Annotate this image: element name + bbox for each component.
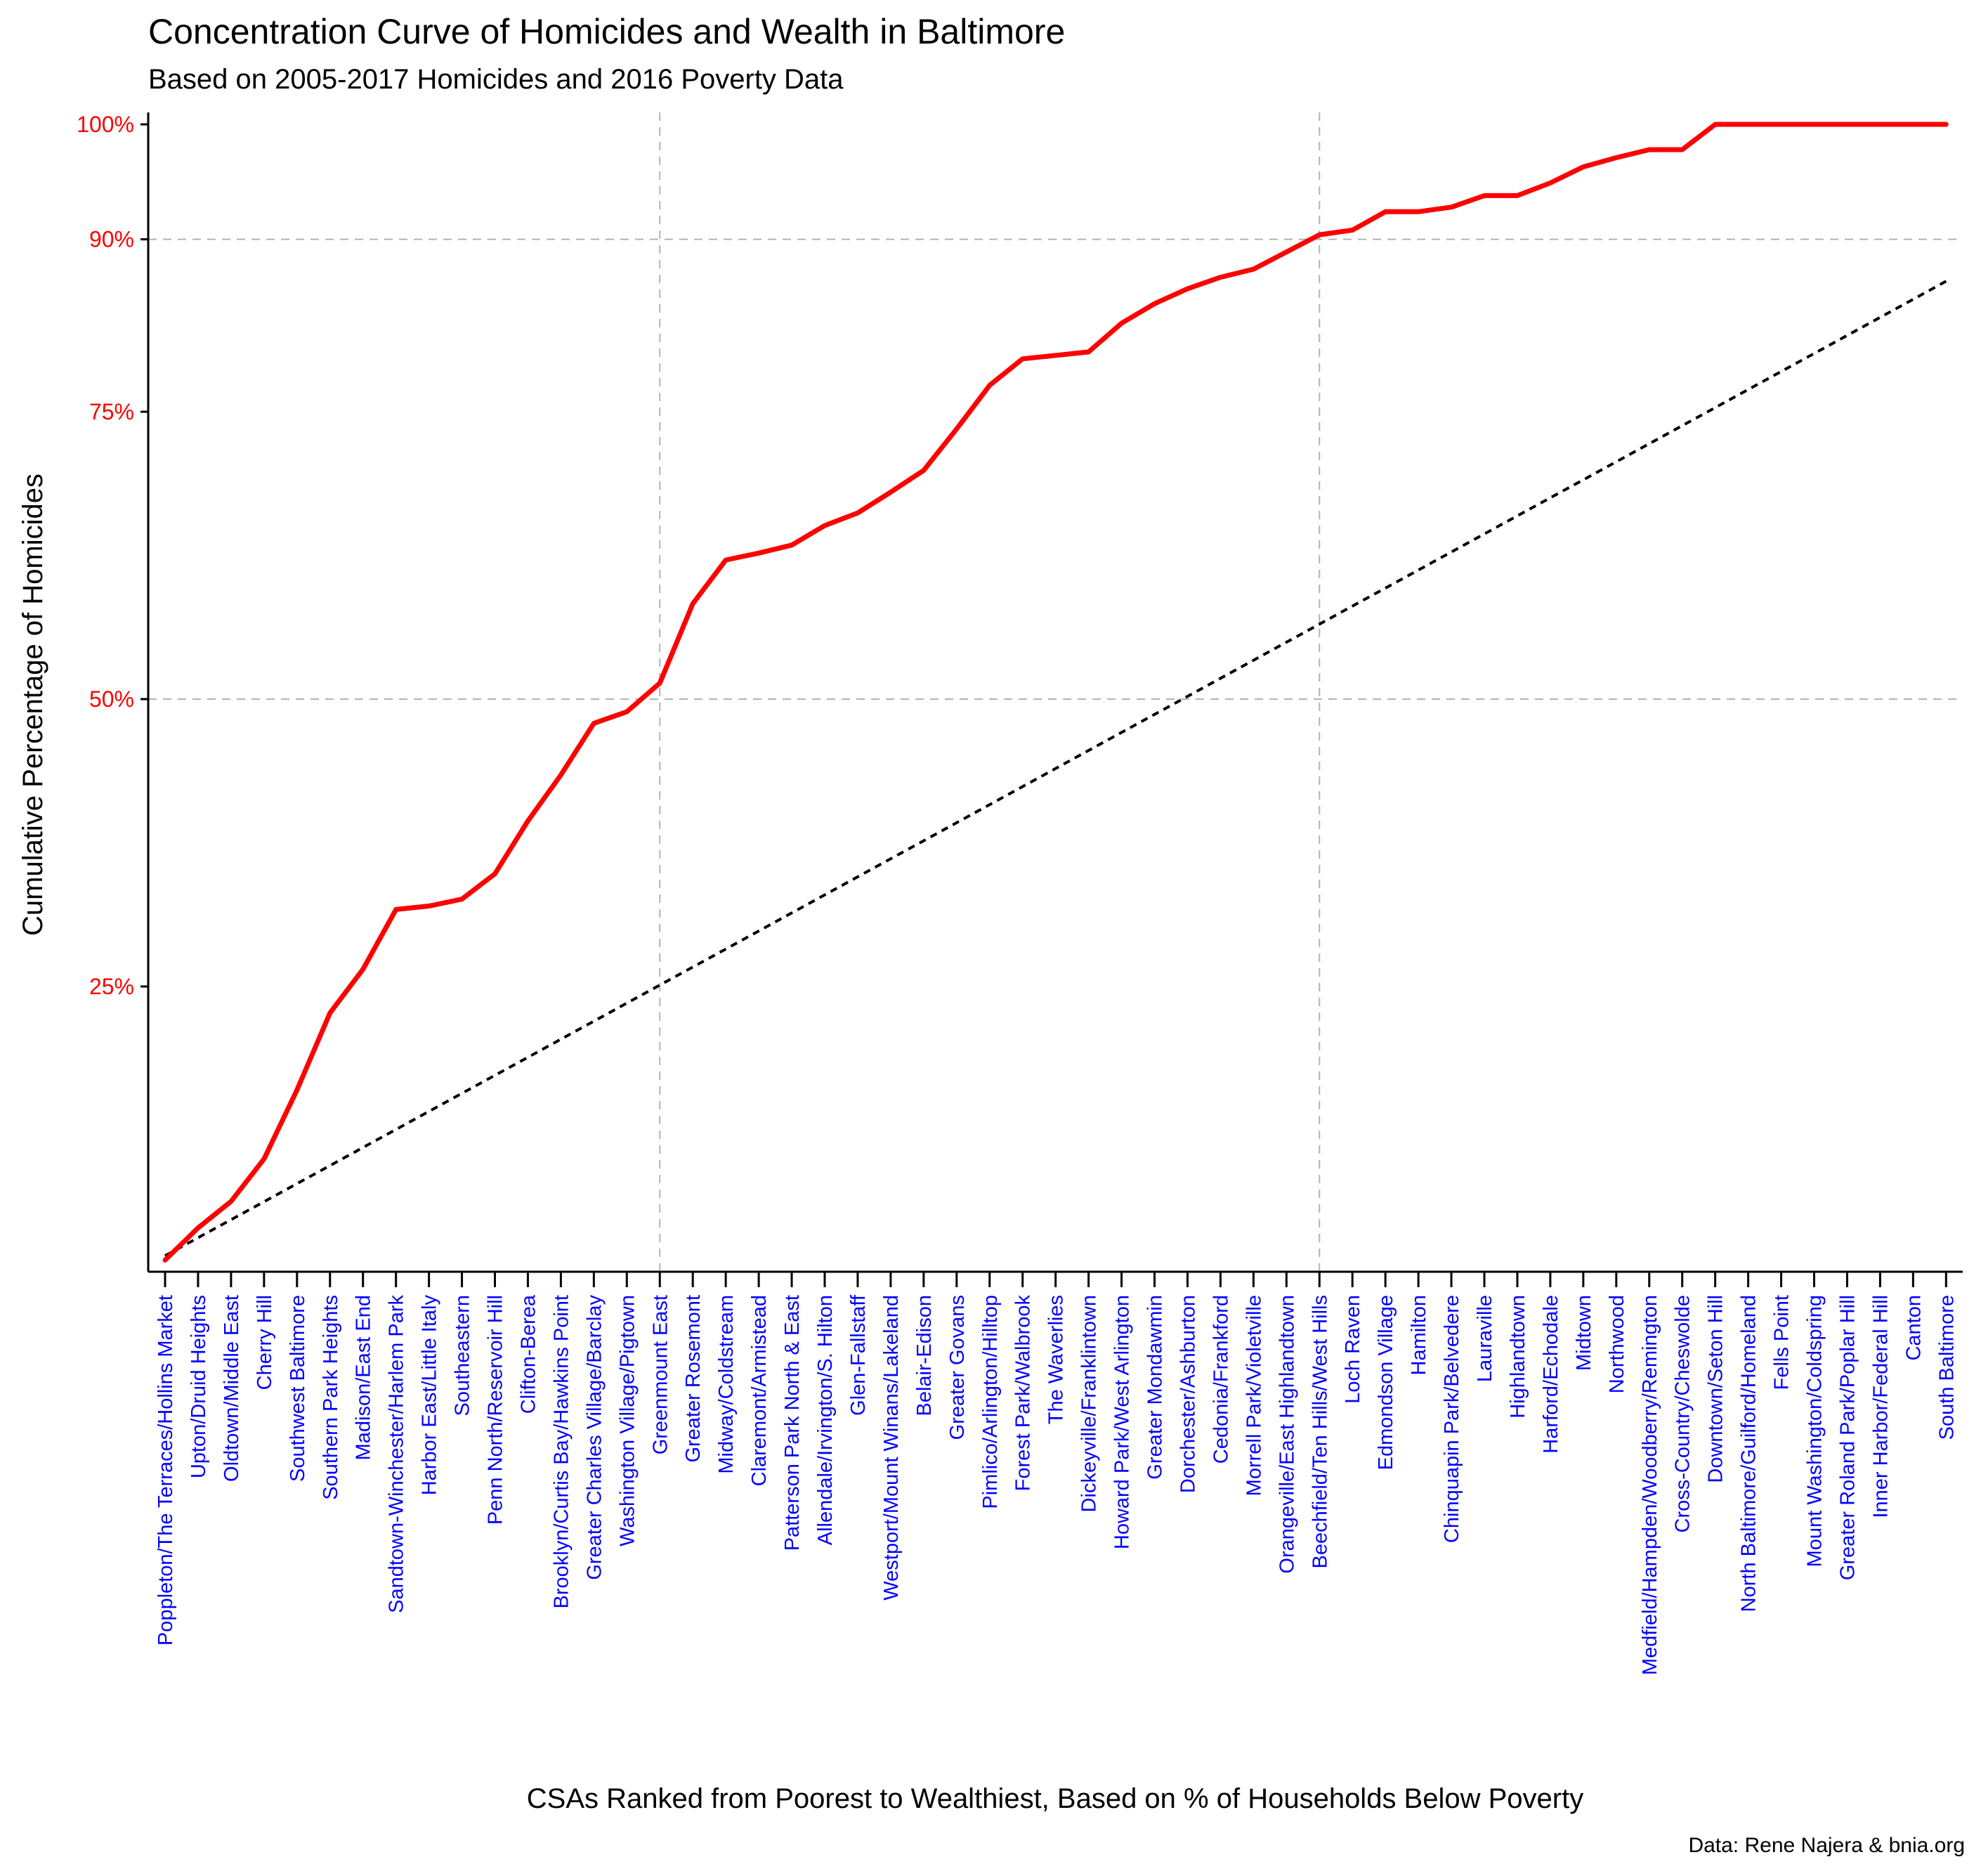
x-tick-label: Sandtown-Winchester/Harlem Park — [386, 1295, 408, 1613]
y-tick-label: 90% — [89, 227, 134, 252]
x-tick-label: Dorchester/Ashburton — [1177, 1295, 1200, 1493]
x-tick-label: Washington Village/Pigtown — [616, 1295, 639, 1546]
x-tick-label: The Waverlies — [1045, 1295, 1068, 1424]
y-tick-label: 75% — [89, 399, 134, 424]
y-axis-label: Cumulative Percentage of Homicides — [18, 474, 48, 936]
x-tick-label: Cedonia/Frankford — [1210, 1295, 1232, 1464]
x-tick-label: Greater Govans — [946, 1295, 969, 1440]
homicide-concentration-curve — [162, 122, 1949, 1263]
x-tick-label: Cross-Country/Cheswolde — [1672, 1295, 1694, 1532]
x-tick-label: Inner Harbor/Federal Hill — [1869, 1295, 1892, 1518]
x-tick-label: Cherry Hill — [254, 1295, 276, 1390]
x-tick-label: Harbor East/Little Italy — [419, 1295, 441, 1496]
axes — [147, 112, 1963, 1273]
x-tick-label: Westport/Mount Winans/Lakeland — [880, 1295, 903, 1601]
x-tick-label: Poppleton/The Terraces/Hollins Market — [155, 1295, 177, 1646]
x-tick-label: Chinquapin Park/Belvedere — [1441, 1295, 1463, 1543]
y-tick-label: 100% — [77, 112, 134, 137]
x-tick-label: Beechfield/Ten Hills/West Hills — [1309, 1295, 1331, 1569]
x-tick-label: Medfield/Hampden/Woodberry/Remington — [1639, 1295, 1661, 1675]
x-tick-label: Northwood — [1606, 1295, 1628, 1393]
x-tick-label: Madison/East End — [353, 1295, 375, 1460]
x-tick-label: Orangeville/East Highlandtown — [1276, 1295, 1298, 1574]
x-tick-label: Greenmount East — [649, 1295, 672, 1454]
x-tick-label: Mount Washington/Coldspring — [1804, 1295, 1826, 1567]
x-tick-label: Clifton-Berea — [518, 1294, 540, 1414]
x-tick-label: Upton/Druid Heights — [188, 1295, 210, 1478]
x-tick-label: Southwest Baltimore — [287, 1295, 309, 1482]
x-tick-label: Allendale/Irvington/S. Hilton — [814, 1295, 837, 1545]
x-axis-label: CSAs Ranked from Poorest to Wealthiest, … — [527, 1783, 1583, 1814]
x-tick-label: Loch Raven — [1342, 1295, 1364, 1404]
equality-line — [164, 280, 1947, 1258]
y-tick-label: 50% — [89, 686, 134, 712]
x-tick-label: Howard Park/West Arlington — [1111, 1295, 1134, 1549]
x-tick-label: Pimlico/Arlington/Hilltop — [979, 1295, 1002, 1509]
x-tick-label: North Baltimore/Guilford/Homeland — [1738, 1295, 1760, 1612]
concentration-curve-layer — [162, 122, 1949, 1263]
x-tick-label: Greater Roland Park/Poplar Hill — [1837, 1295, 1859, 1580]
chart-subtitle: Based on 2005-2017 Homicides and 2016 Po… — [148, 64, 844, 95]
x-tick-label: Greater Mondawmin — [1144, 1295, 1167, 1480]
data-source-caption: Data: Rene Najera & bnia.org — [1688, 1834, 1965, 1857]
x-tick-label: South Baltimore — [1935, 1295, 1958, 1440]
x-tick-label: Highlandtown — [1507, 1295, 1529, 1419]
x-tick-label: Midtown — [1573, 1295, 1595, 1371]
x-tick-label: Greater Charles Village/Barclay — [583, 1295, 606, 1580]
x-tick-label: Midway/Coldstream — [715, 1295, 738, 1474]
chart-title: Concentration Curve of Homicides and Wea… — [148, 12, 1065, 51]
x-tick-label: Belair-Edison — [913, 1295, 936, 1416]
x-tick-label: Southeastern — [452, 1295, 474, 1416]
x-tick-label: Oldtown/Middle East — [221, 1295, 243, 1482]
x-tick-label: Morrell Park/Violetville — [1243, 1295, 1265, 1496]
x-tick-label: Glen-Fallstaff — [847, 1294, 870, 1416]
x-tick-label: Dickeyville/Franklintown — [1078, 1295, 1101, 1512]
y-tick-label: 25% — [89, 974, 134, 999]
y-tick-labels: 25% 50% 75% 90% 100% — [77, 112, 148, 999]
x-tick-label: Harford/Echodale — [1540, 1295, 1562, 1454]
equality-line-layer — [164, 280, 1947, 1258]
x-tick-label: Lauraville — [1474, 1295, 1496, 1382]
x-tick-label: Downtown/Seton Hill — [1705, 1295, 1727, 1483]
x-tick-label: Claremont/Armistead — [748, 1295, 771, 1486]
x-tick-label: Greater Rosemont — [682, 1295, 705, 1463]
x-tick-label: Southern Park Heights — [320, 1295, 342, 1500]
x-tick-label: Patterson Park North & East — [781, 1295, 804, 1551]
x-tick-label: Edmondson Village — [1375, 1295, 1397, 1470]
x-tick-label: Penn North/Reservoir Hill — [485, 1295, 507, 1525]
x-tick-label: Brooklyn/Curtis Bay/Hawkins Point — [550, 1295, 573, 1608]
x-tick-label: Canton — [1902, 1295, 1925, 1361]
gridlines — [148, 112, 1963, 1272]
x-tick-label: Forest Park/Walbrook — [1012, 1295, 1035, 1492]
x-tick-label: Fells Point — [1771, 1295, 1793, 1390]
x-tick-labels: Poppleton/The Terraces/Hollins Market Upt… — [155, 1272, 1958, 1675]
x-tick-label: Hamilton — [1408, 1295, 1430, 1375]
